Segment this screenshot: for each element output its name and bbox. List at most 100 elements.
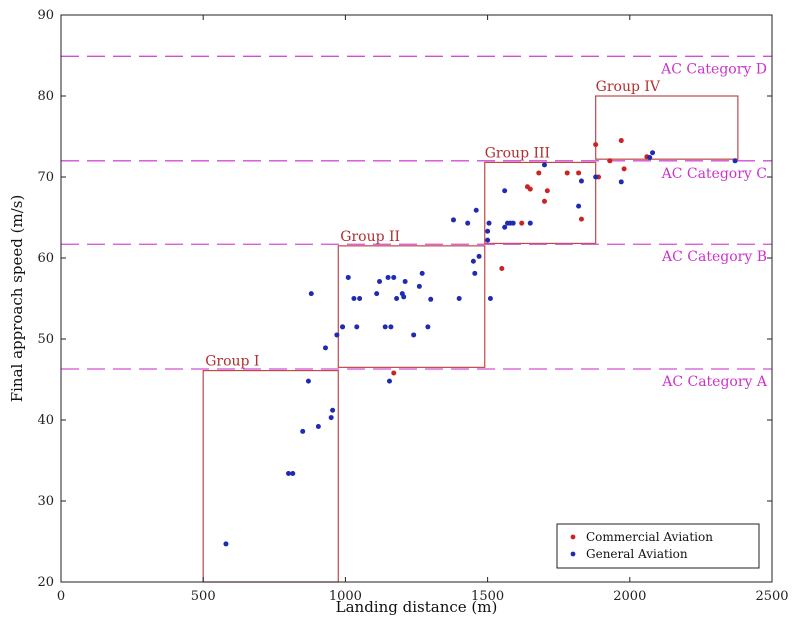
general-point <box>394 296 400 301</box>
general-point <box>305 378 311 384</box>
legend-marker-general <box>570 551 576 557</box>
general-point <box>485 237 491 243</box>
general-point <box>334 332 340 338</box>
group-box <box>595 95 739 160</box>
plot-frame <box>60 14 773 583</box>
legend-marker-commercial <box>570 534 576 540</box>
legend-entry-commercial: Commercial Aviation <box>586 530 713 544</box>
general-point <box>618 179 624 185</box>
general-point <box>391 274 397 280</box>
general-point <box>647 155 653 161</box>
y-axis-label: Final approach speed (m/s) <box>8 195 26 403</box>
general-point <box>300 428 306 434</box>
points-layer <box>223 138 738 547</box>
general-point <box>382 324 388 330</box>
x-axis-label: Landing distance (m) <box>336 598 498 616</box>
y-tick-label: 80 <box>37 89 54 104</box>
general-point <box>416 283 422 289</box>
general-point <box>450 217 456 223</box>
general-point <box>465 220 471 226</box>
group-box <box>484 161 597 245</box>
general-point <box>510 220 516 226</box>
general-point <box>732 158 738 164</box>
general-point <box>411 332 417 338</box>
category-label: AC Category A <box>661 374 768 390</box>
y-tick-label: 30 <box>37 494 54 509</box>
commercial-point <box>607 158 613 164</box>
x-tick-label: 500 <box>191 589 216 604</box>
general-point <box>470 258 476 264</box>
general-point <box>541 162 547 168</box>
general-point <box>419 270 425 276</box>
commercial-point <box>576 170 582 176</box>
commercial-point <box>499 266 505 272</box>
general-point <box>476 253 482 259</box>
commercial-point <box>527 186 533 192</box>
general-point <box>357 296 363 301</box>
y-tick-label: 90 <box>37 8 54 23</box>
general-point <box>502 224 508 230</box>
commercial-point <box>618 138 624 144</box>
general-point <box>374 291 380 297</box>
general-point <box>340 324 346 330</box>
group-label: Group III <box>485 145 550 161</box>
y-tick-label: 20 <box>37 575 54 590</box>
general-point <box>328 415 334 421</box>
general-point <box>576 203 582 209</box>
general-point <box>345 274 351 280</box>
x-tick-label: 0 <box>57 589 65 604</box>
group-boxes-layer: Group I Group II Group III Group IV <box>202 79 739 583</box>
commercial-point <box>578 216 584 222</box>
legend-entry-general: General Aviation <box>586 547 688 561</box>
general-point <box>473 207 479 213</box>
commercial-point <box>593 142 599 148</box>
group-label: Group II <box>340 229 400 245</box>
legend: Commercial Aviation General Aviation <box>556 523 760 569</box>
general-point <box>472 270 478 276</box>
commercial-point <box>621 166 627 172</box>
general-point <box>402 278 408 284</box>
general-point <box>428 296 434 302</box>
general-point <box>308 291 314 297</box>
x-tick-label: 1000 <box>329 589 362 604</box>
category-lines-layer: AC Category A AC Category B AC Category C A… <box>61 55 772 390</box>
commercial-point <box>536 170 542 176</box>
general-point <box>223 541 229 547</box>
x-tick-label: 2500 <box>755 589 788 604</box>
general-point <box>330 407 336 413</box>
general-point <box>487 296 493 301</box>
commercial-point <box>519 220 525 226</box>
commercial-point <box>544 188 550 194</box>
general-point <box>650 150 656 156</box>
y-tick-label: 40 <box>37 413 54 428</box>
general-point <box>593 174 599 180</box>
general-point <box>527 220 533 226</box>
x-tick-label: 2000 <box>613 589 646 604</box>
commercial-point <box>391 370 397 376</box>
group-box <box>202 369 339 583</box>
general-point <box>351 296 357 301</box>
commercial-point <box>541 198 547 204</box>
category-label: AC Category D <box>660 61 767 77</box>
general-point <box>290 470 296 476</box>
x-tick-label: 1500 <box>471 589 504 604</box>
group-box <box>337 245 486 368</box>
y-tick-label: 70 <box>37 170 54 185</box>
category-label: AC Category C <box>661 166 767 182</box>
general-point <box>322 345 328 351</box>
commercial-point <box>564 170 570 176</box>
general-point <box>425 324 431 330</box>
general-point <box>315 423 321 429</box>
y-tick-label: 50 <box>37 332 54 347</box>
general-point <box>401 294 407 300</box>
general-point <box>354 324 360 330</box>
category-label: AC Category B <box>661 249 767 265</box>
general-point <box>377 278 383 284</box>
general-point <box>578 178 584 184</box>
general-point <box>385 274 391 280</box>
group-label: Group IV <box>596 79 661 95</box>
general-point <box>388 324 394 330</box>
general-point <box>502 188 508 194</box>
general-point <box>485 228 491 234</box>
